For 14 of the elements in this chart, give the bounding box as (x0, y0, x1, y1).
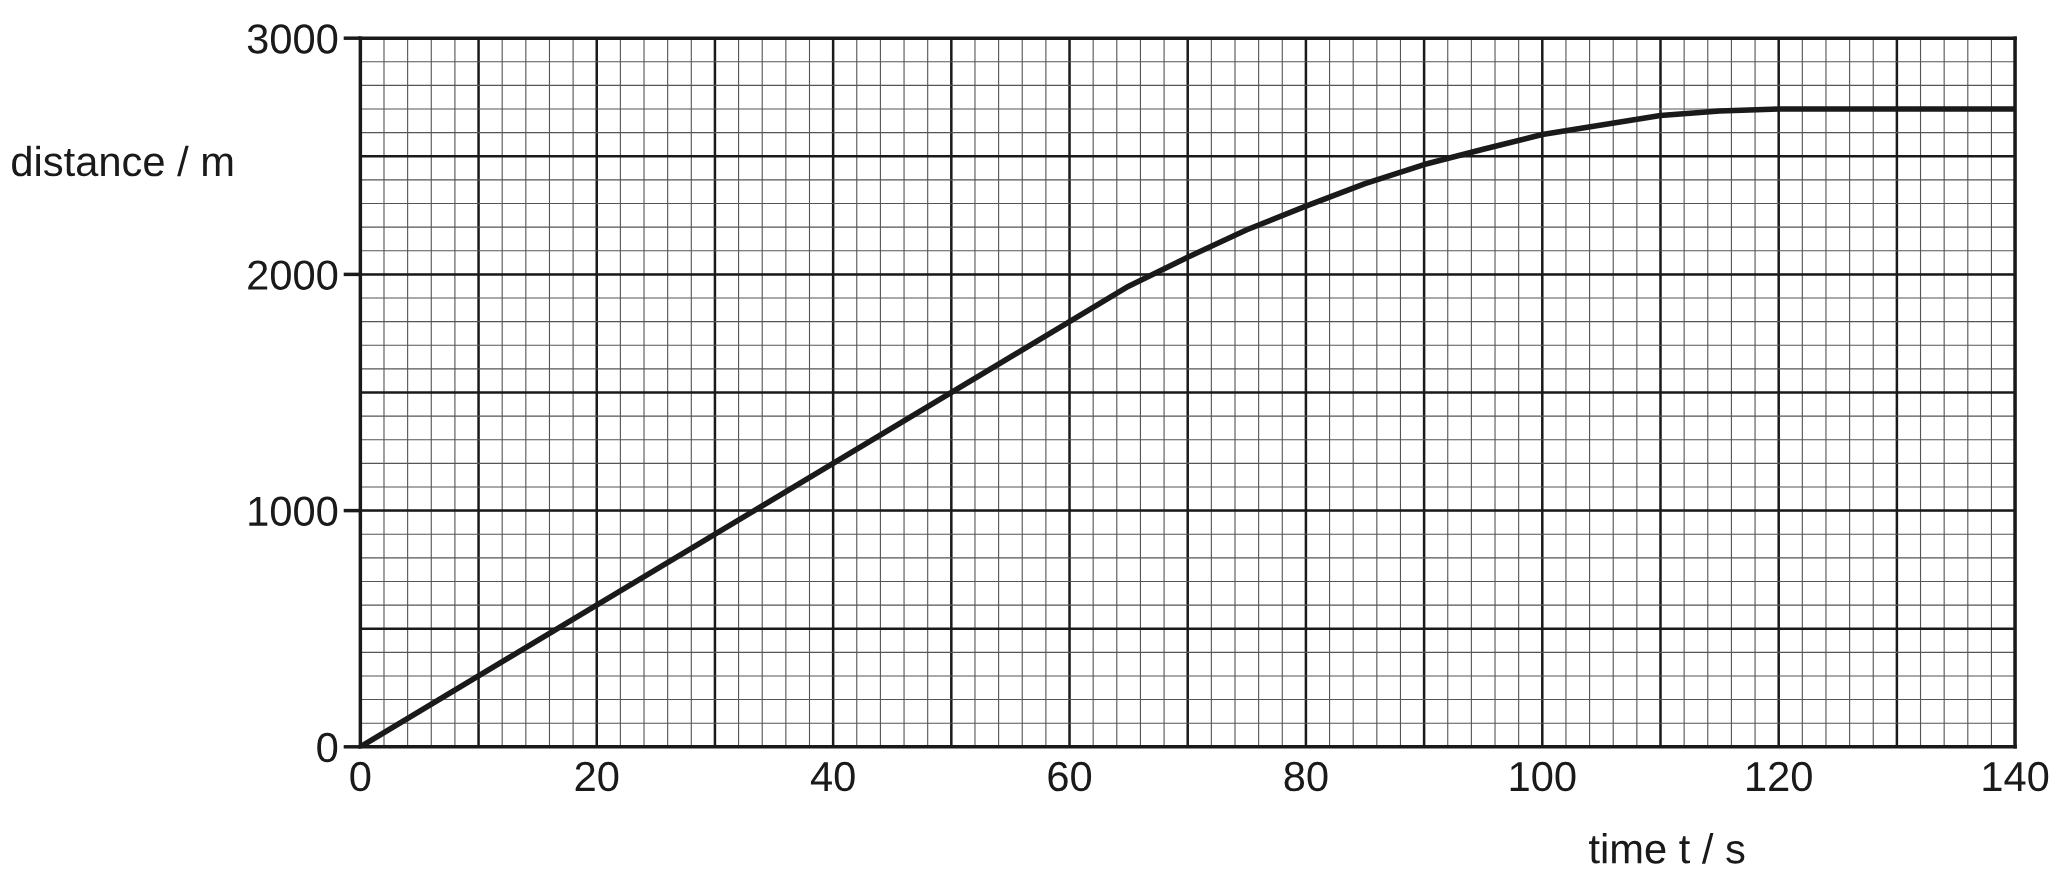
y-tick-label: 2000 (248, 260, 338, 290)
x-tick-label: 80 (1284, 761, 1328, 792)
x-tick-label: 20 (575, 761, 619, 792)
y-axis-title: distance / m (12, 145, 233, 177)
y-tick-label: 1000 (249, 496, 338, 527)
x-tick-label: 0 (350, 761, 371, 792)
x-tick-label: 120 (1747, 761, 1812, 792)
x-tick-label: 100 (1510, 761, 1576, 792)
x-tick-label: 60 (1048, 761, 1092, 792)
y-tick-label: 0 (317, 732, 338, 763)
x-tick-label: 140 (1983, 761, 2049, 792)
y-tick-label: 3000 (247, 24, 338, 54)
x-axis-title: time t / s (1589, 833, 1745, 864)
x-tick-label: 40 (810, 761, 855, 792)
